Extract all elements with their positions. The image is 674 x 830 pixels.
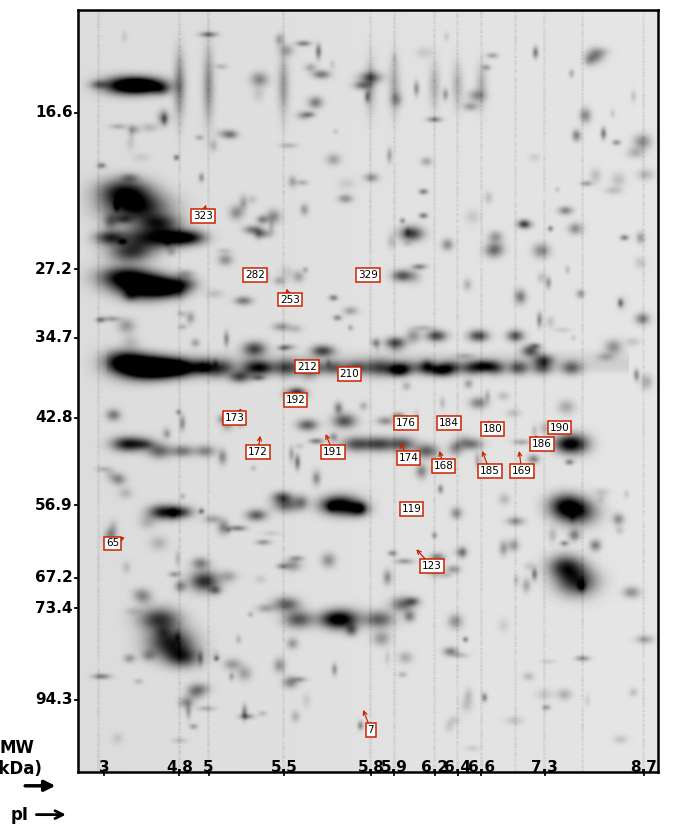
Text: 253: 253 bbox=[280, 295, 300, 305]
Text: 5: 5 bbox=[203, 760, 214, 775]
Text: 212: 212 bbox=[297, 362, 317, 372]
Text: 185: 185 bbox=[480, 466, 499, 476]
Text: 323: 323 bbox=[193, 211, 212, 221]
Text: 6.4: 6.4 bbox=[444, 760, 471, 775]
Text: 42.8: 42.8 bbox=[35, 410, 73, 425]
Text: 7: 7 bbox=[367, 725, 374, 735]
Text: 176: 176 bbox=[396, 418, 416, 428]
Text: 4.8: 4.8 bbox=[166, 760, 193, 775]
Text: 27.2: 27.2 bbox=[35, 261, 73, 276]
Text: 56.9: 56.9 bbox=[35, 498, 73, 513]
Text: 190: 190 bbox=[549, 422, 570, 432]
Text: pI: pI bbox=[10, 806, 28, 823]
Text: 6.6: 6.6 bbox=[468, 760, 495, 775]
Text: 191: 191 bbox=[324, 447, 343, 457]
Text: MW
(kDa): MW (kDa) bbox=[0, 739, 42, 778]
Text: 186: 186 bbox=[532, 439, 552, 449]
Text: 94.3: 94.3 bbox=[35, 692, 73, 707]
Text: 184: 184 bbox=[439, 418, 459, 428]
Text: 65: 65 bbox=[106, 539, 119, 549]
Text: 169: 169 bbox=[512, 466, 532, 476]
Text: 173: 173 bbox=[224, 413, 245, 422]
Text: 73.4: 73.4 bbox=[35, 601, 73, 616]
Text: 5.9: 5.9 bbox=[381, 760, 408, 775]
Text: 67.2: 67.2 bbox=[35, 570, 73, 585]
Text: 6.2: 6.2 bbox=[421, 760, 448, 775]
Text: 34.7: 34.7 bbox=[35, 330, 73, 345]
Text: 282: 282 bbox=[245, 271, 265, 281]
Text: 3: 3 bbox=[99, 760, 109, 775]
Text: 180: 180 bbox=[483, 424, 503, 434]
Text: 192: 192 bbox=[286, 395, 305, 405]
Text: 168: 168 bbox=[433, 461, 454, 471]
Text: 210: 210 bbox=[340, 369, 359, 379]
Text: 119: 119 bbox=[402, 504, 421, 514]
Text: 123: 123 bbox=[422, 561, 441, 571]
Text: 16.6: 16.6 bbox=[35, 105, 73, 120]
Text: 174: 174 bbox=[398, 453, 419, 463]
Text: 5.5: 5.5 bbox=[270, 760, 297, 775]
Text: 7.3: 7.3 bbox=[532, 760, 558, 775]
Text: 5.8: 5.8 bbox=[357, 760, 384, 775]
Text: 329: 329 bbox=[358, 271, 378, 281]
Text: 172: 172 bbox=[248, 447, 268, 457]
Text: 8.7: 8.7 bbox=[630, 760, 657, 775]
